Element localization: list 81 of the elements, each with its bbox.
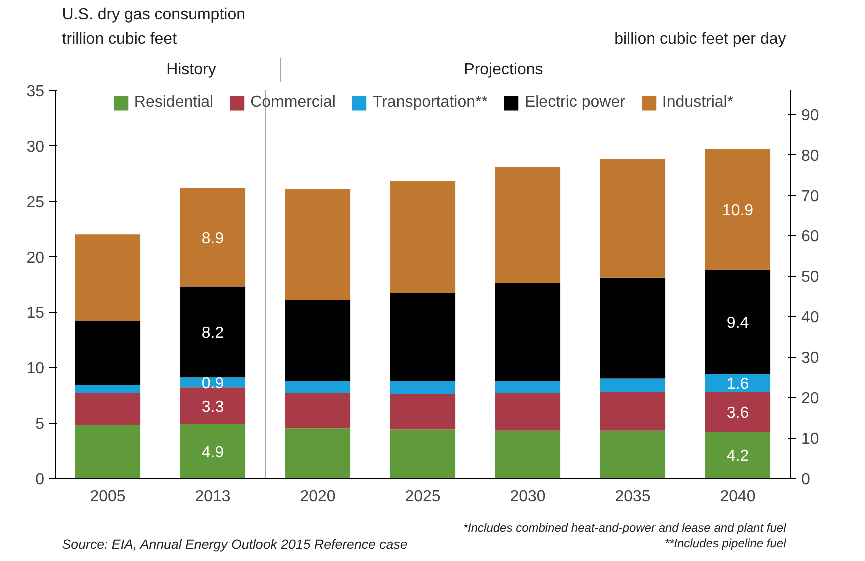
bar	[495, 283, 561, 381]
bar	[180, 188, 246, 287]
y-tick-label: 15	[26, 305, 45, 322]
data-label: 3.6	[726, 404, 750, 422]
text: Projections	[464, 61, 544, 78]
bar	[600, 392, 666, 431]
bar	[285, 380, 351, 394]
bar	[75, 385, 141, 394]
data-label: 1.6	[726, 376, 750, 394]
y2-tick-label: 20	[802, 390, 820, 408]
text: History	[166, 61, 216, 78]
y2-tick-label: 80	[802, 148, 820, 165]
chart-title: U.S. dry gas consumption	[62, 6, 246, 24]
data-label: 3.3	[202, 398, 224, 416]
bar	[600, 430, 666, 478]
bar	[705, 392, 771, 432]
data-label: 4.9	[202, 444, 224, 462]
data-label: 4.2	[726, 448, 750, 466]
bar	[75, 425, 141, 478]
bar	[495, 166, 561, 284]
bar	[390, 394, 456, 430]
bar	[75, 321, 141, 386]
y2-tick-label: 30	[802, 350, 820, 368]
y2-axis-title: billion cubic feet per day	[614, 31, 786, 48]
bar	[705, 270, 771, 374]
legend-label: Electric power	[524, 94, 626, 112]
bar	[180, 424, 246, 478]
bar	[180, 286, 246, 378]
y2-tick-label: 0	[802, 472, 810, 488]
bar	[285, 189, 351, 300]
bar	[495, 393, 561, 431]
y2-tick-label: 10	[802, 431, 820, 448]
x-tick-label: 2030	[510, 488, 546, 506]
y2-tick-label: 70	[802, 188, 820, 206]
legend-label: Residential	[134, 94, 214, 112]
y2-tick-label: 40	[802, 310, 820, 327]
bar	[390, 293, 456, 381]
data-label: 8.9	[202, 230, 224, 248]
y-tick-label: 25	[26, 194, 45, 212]
bar	[390, 380, 456, 394]
bar	[75, 393, 141, 426]
data-label: 8.2	[202, 325, 224, 342]
x-tick-label: 2005	[90, 488, 126, 506]
y2-tick-label: 60	[802, 228, 820, 246]
y-tick-label: 10	[26, 360, 45, 378]
bar	[705, 149, 771, 270]
bar	[495, 430, 561, 478]
bar	[495, 380, 561, 394]
data-label: 9.4	[726, 315, 750, 332]
y-tick-label: 30	[26, 138, 45, 156]
source-note: Source: EIA, Annual Energy Outlook 2015 Reference case	[62, 536, 408, 552]
y2-tick-label: 90	[802, 107, 820, 124]
y-tick-label: 5	[36, 416, 45, 434]
bar	[180, 388, 246, 424]
y-tick-label: 35	[26, 84, 45, 100]
x-tick-label: 2040	[720, 488, 756, 506]
x-tick-label: 2025	[405, 488, 441, 506]
legend-label: Transportation**	[372, 94, 488, 112]
bar	[705, 432, 771, 478]
y-tick-label: 0	[36, 472, 45, 488]
text: **Includes pipeline fuel	[664, 536, 787, 550]
bar	[600, 159, 666, 278]
data-label: 10.9	[722, 202, 754, 220]
y-axis-title: trillion cubic feet	[62, 31, 178, 48]
legend-label: Commercial	[250, 94, 336, 112]
x-tick-label: 2035	[615, 488, 651, 506]
x-tick-label: 2020	[300, 488, 336, 506]
bar	[705, 374, 771, 392]
bar	[285, 300, 351, 381]
bar	[75, 234, 141, 322]
bar	[390, 181, 456, 294]
text: *Includes combined heat-and-power and lease and plant fuel	[463, 521, 787, 536]
x-tick-label: 2013	[195, 488, 231, 506]
bar	[285, 428, 351, 478]
legend-label: Industrial*	[662, 94, 734, 112]
bar	[390, 430, 456, 478]
y-tick-label: 20	[26, 250, 45, 267]
y2-tick-label: 50	[802, 269, 820, 286]
bar	[285, 393, 351, 429]
bar	[600, 278, 666, 379]
bar	[600, 378, 666, 392]
